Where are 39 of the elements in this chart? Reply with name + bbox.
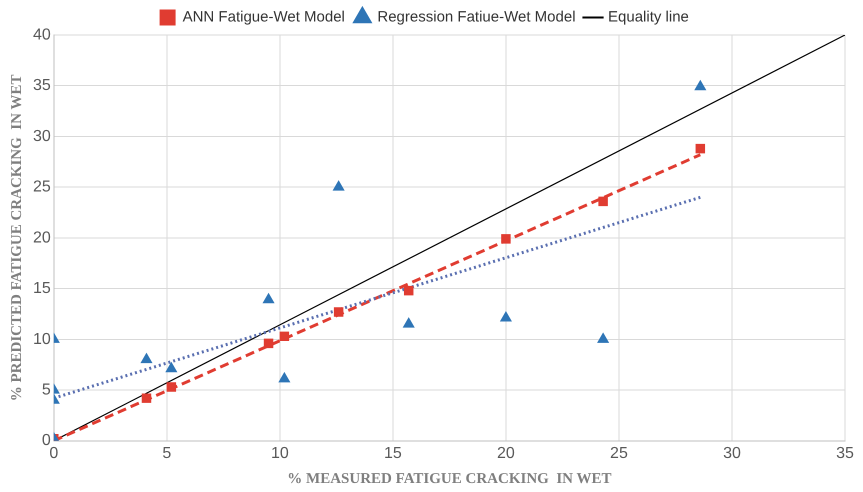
point <box>166 382 176 392</box>
x-tick-label: 10 <box>270 444 289 462</box>
point <box>262 293 274 304</box>
legend-label: Regression Fatiue-Wet Model <box>377 8 576 26</box>
y-tick-label: 20 <box>33 229 51 246</box>
point <box>500 312 512 322</box>
point <box>404 286 414 296</box>
x-tick-label: 35 <box>836 444 854 462</box>
point <box>403 318 414 328</box>
y-axis-title: % PREDICTED FATIGUE CRACKING IN WET <box>8 74 25 402</box>
y-tick-label: 0 <box>42 432 51 450</box>
x-tick-label: 20 <box>497 444 515 462</box>
point <box>598 196 608 206</box>
point <box>597 332 609 343</box>
y-tick-label: 35 <box>33 77 51 94</box>
point <box>696 144 706 154</box>
point <box>332 180 344 191</box>
y-tick-label: 5 <box>42 381 51 398</box>
y-tick-label: 15 <box>33 280 51 298</box>
y-tick-label: 10 <box>33 330 51 348</box>
y-tick-label: 40 <box>33 26 51 44</box>
legend-label: ANN Fatigue-Wet Model <box>182 8 345 26</box>
point <box>280 332 290 342</box>
y-tick-label: 25 <box>33 178 51 196</box>
point <box>140 353 152 364</box>
point <box>264 338 274 348</box>
y-tick-label: 30 <box>33 128 51 145</box>
x-tick-label: 15 <box>384 444 402 462</box>
x-tick-label: 25 <box>610 444 628 462</box>
x-axis-title: % MEASURED FATIGUE CRACKING IN WET <box>287 470 612 487</box>
point <box>694 80 706 90</box>
x-tick-label: 5 <box>162 444 172 462</box>
point <box>278 372 290 382</box>
point <box>501 234 511 244</box>
x-tick-label: 30 <box>723 444 741 462</box>
legend-label: Equality line <box>608 8 689 26</box>
point <box>334 307 344 317</box>
point <box>142 393 152 403</box>
point <box>166 362 178 372</box>
